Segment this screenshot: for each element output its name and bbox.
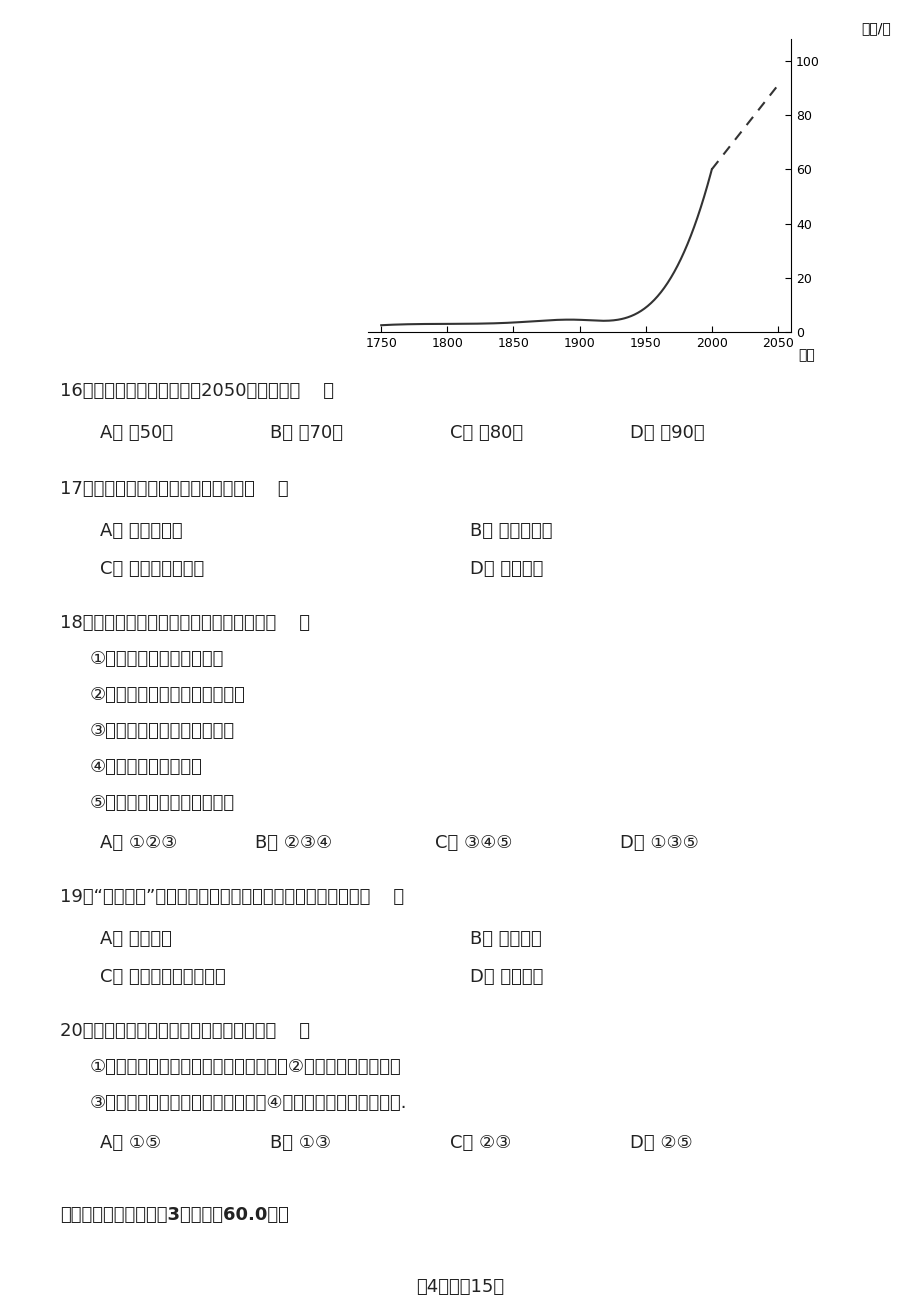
Text: A． ①②③: A． ①②③ <box>100 835 177 852</box>
Text: B． ①③: B． ①③ <box>269 1134 331 1152</box>
Y-axis label: 人口/亿: 人口/亿 <box>860 21 890 35</box>
Text: 19．“一带一路”下，中国与刚果民主共和国的合作模式属于（    ）: 19．“一带一路”下，中国与刚果民主共和国的合作模式属于（ ） <box>60 888 403 906</box>
Text: A． 南北对话: A． 南北对话 <box>100 930 172 948</box>
Text: D． 南北差距: D． 南北差距 <box>470 967 543 986</box>
Text: ③就业困难、教育、医疗紧张: ③就业困难、教育、医疗紧张 <box>90 723 235 740</box>
Text: A． 约50亿: A． 约50亿 <box>100 424 173 441</box>
Text: B． 南南合作: B． 南南合作 <box>470 930 541 948</box>
Text: 年份: 年份 <box>797 348 813 362</box>
Text: C． ②③: C． ②③ <box>449 1134 511 1152</box>
Text: 16．从图上看，世界人口到2050年将达到（    ）: 16．从图上看，世界人口到2050年将达到（ ） <box>60 381 334 400</box>
Text: 18．由于人口增长过快而带来的问题包括（    ）: 18．由于人口增长过快而带来的问题包括（ ） <box>60 615 310 631</box>
Text: ③植树造林，保护好现有的原始森林④扩大海洋面积，调节气温.: ③植树造林，保护好现有的原始森林④扩大海洋面积，调节气温. <box>90 1094 407 1112</box>
Text: 二、综合题（本大题关3小题，全60.0分）: 二、综合题（本大题关3小题，全60.0分） <box>60 1206 289 1224</box>
Text: ①立即停止使用煤、石油、天然气等燃料②积极开发使用新能源: ①立即停止使用煤、石油、天然气等燃料②积极开发使用新能源 <box>90 1059 402 1075</box>
Text: B． 人口死亡率: B． 人口死亡率 <box>470 522 552 540</box>
Text: ①人口老龄化、劳动力短缺: ①人口老龄化、劳动力短缺 <box>90 650 224 668</box>
Text: ②过度开发资源，造成环境问题: ②过度开发资源，造成环境问题 <box>90 686 245 704</box>
Text: 17．表示一个地区人口增长速度的是（    ）: 17．表示一个地区人口增长速度的是（ ） <box>60 480 289 497</box>
Text: D． ②⑤: D． ②⑤ <box>630 1134 692 1152</box>
Text: C． 人口自然增长率: C． 人口自然增长率 <box>100 560 204 578</box>
Text: A． ①⑤: A． ①⑤ <box>100 1134 161 1152</box>
Text: B． ②③④: B． ②③④ <box>255 835 332 852</box>
Text: D． 约90亿: D． 约90亿 <box>630 424 704 441</box>
Text: C． 约80亿: C． 约80亿 <box>449 424 523 441</box>
Text: B． 约70亿: B． 约70亿 <box>269 424 343 441</box>
Text: ⑤国防兵力不足，失业率减少: ⑤国防兵力不足，失业率减少 <box>90 794 235 812</box>
Text: C． 区域性组织内部合作: C． 区域性组织内部合作 <box>100 967 225 986</box>
Text: A． 人口出生率: A． 人口出生率 <box>100 522 183 540</box>
Text: C． ③④⑤: C． ③④⑤ <box>435 835 512 852</box>
Text: ④住房拥挤、交通拥堵: ④住房拥挤、交通拥堵 <box>90 758 203 776</box>
Text: D． 人口密度: D． 人口密度 <box>470 560 543 578</box>
Text: 20．为防止全球气候变暖，适宜的方法有（    ）: 20．为防止全球气候变暖，适宜的方法有（ ） <box>60 1022 310 1040</box>
Text: D． ①③⑤: D． ①③⑤ <box>619 835 698 852</box>
Text: 第4页，全15页: 第4页，全15页 <box>415 1279 504 1295</box>
